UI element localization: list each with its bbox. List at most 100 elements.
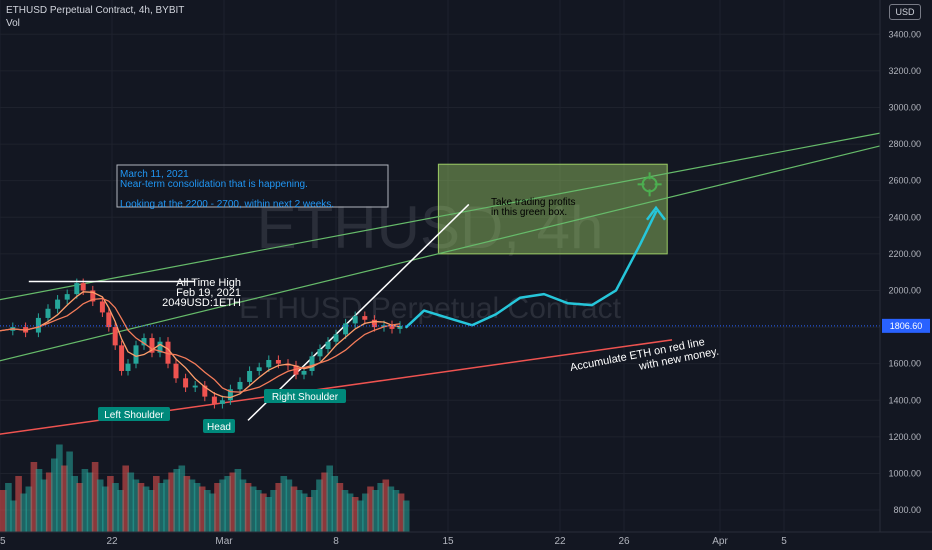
volume-bar bbox=[387, 486, 395, 532]
right-shoulder-label-bg bbox=[264, 389, 346, 403]
candle-body bbox=[106, 312, 112, 328]
volume-bar bbox=[91, 462, 99, 532]
volume-bar bbox=[96, 479, 104, 532]
price-tick-label: 800.00 bbox=[893, 505, 921, 515]
candle-body bbox=[389, 325, 395, 329]
volume-bar bbox=[295, 490, 303, 532]
candle-body bbox=[149, 338, 155, 353]
candle-body bbox=[112, 327, 118, 346]
right-shoulder-label: Right Shoulder bbox=[272, 392, 339, 403]
volume-bar bbox=[86, 472, 94, 532]
volume-bar bbox=[321, 472, 328, 532]
price-tick-label: 2000.00 bbox=[888, 285, 921, 295]
volume-bar bbox=[137, 483, 145, 532]
support-line bbox=[0, 339, 673, 435]
candle-body bbox=[371, 319, 377, 328]
volume-label: Vol bbox=[6, 18, 20, 29]
candle-body bbox=[173, 363, 179, 379]
candle-body bbox=[219, 400, 225, 404]
volume-bar bbox=[102, 486, 109, 532]
price-tick-label: 1600.00 bbox=[888, 359, 921, 369]
chart-title: ETHUSD Perpetual Contract, 4h, BYBIT bbox=[6, 5, 185, 16]
volume-bar bbox=[168, 472, 175, 532]
time-tick-label: 15 bbox=[442, 536, 454, 547]
candle-body bbox=[90, 290, 96, 302]
volume-bar bbox=[372, 490, 379, 532]
volume-bar bbox=[5, 483, 12, 532]
volume-bar bbox=[357, 500, 364, 532]
volume-bar bbox=[132, 479, 140, 532]
volume-bar bbox=[76, 483, 84, 532]
candle-body bbox=[55, 299, 61, 309]
volume-bar bbox=[311, 490, 318, 532]
volume-bar bbox=[178, 465, 186, 532]
current-price-badge bbox=[882, 318, 930, 333]
time-tick-label: 5 bbox=[781, 536, 787, 547]
volume-bar bbox=[127, 472, 135, 532]
volume-bar bbox=[270, 490, 277, 532]
analysis-note-line: March 11, 2021 bbox=[120, 169, 189, 180]
time-tick-label: 15 bbox=[0, 536, 6, 547]
volume-bar bbox=[183, 476, 191, 532]
volume-bar bbox=[346, 493, 354, 532]
target-label-line: Take trading profits bbox=[491, 197, 576, 208]
volume-bar bbox=[280, 476, 288, 532]
left-shoulder-label: Left Shoulder bbox=[104, 410, 164, 421]
candle-body bbox=[293, 365, 299, 375]
volume-bar bbox=[392, 490, 400, 532]
volume-bar bbox=[336, 483, 344, 532]
volume-bar bbox=[112, 483, 119, 532]
candle-body bbox=[275, 360, 281, 364]
candle-body bbox=[227, 389, 233, 401]
time-tick-label: 22 bbox=[106, 536, 118, 547]
volume-bar bbox=[117, 490, 124, 532]
candle-body bbox=[333, 334, 339, 342]
volume-bar bbox=[234, 469, 242, 532]
volume-bar bbox=[20, 493, 27, 532]
volume-bar bbox=[229, 472, 237, 532]
volume-bar bbox=[35, 469, 43, 532]
volume-bar bbox=[362, 493, 369, 532]
candle-body bbox=[157, 341, 163, 353]
volume-bar bbox=[0, 490, 7, 532]
volume-bar bbox=[40, 479, 48, 532]
volume-bar bbox=[249, 486, 257, 532]
time-axis-bg bbox=[0, 532, 932, 550]
volume-bar bbox=[285, 479, 293, 532]
volume-bar bbox=[402, 500, 410, 532]
candle-body bbox=[125, 363, 131, 371]
volume-bar bbox=[209, 493, 216, 532]
volume-bar bbox=[51, 458, 58, 532]
volume-bar bbox=[193, 483, 201, 532]
volume-bar bbox=[107, 476, 114, 532]
ath-label-line: All Time High bbox=[176, 277, 241, 289]
candle-body bbox=[192, 385, 198, 388]
candle-body bbox=[119, 345, 125, 371]
volume-bar bbox=[306, 497, 313, 532]
candle-body bbox=[99, 301, 105, 313]
volume-bar bbox=[66, 451, 73, 532]
volume-bar bbox=[244, 483, 252, 532]
currency-badge[interactable]: USD bbox=[889, 4, 921, 20]
ma-fast-line bbox=[0, 291, 401, 399]
volume-bar bbox=[260, 493, 267, 532]
volume-bar bbox=[45, 472, 53, 532]
candle-body bbox=[45, 308, 51, 318]
candle-body bbox=[397, 325, 403, 329]
current-price-label: 1806.60 bbox=[890, 321, 923, 331]
price-tick-label: 2600.00 bbox=[888, 176, 921, 186]
price-tick-label: 3000.00 bbox=[888, 102, 921, 112]
volume-bar bbox=[351, 497, 359, 532]
candle-body bbox=[325, 341, 331, 350]
volume-bar bbox=[219, 479, 226, 532]
price-tick-label: 1000.00 bbox=[888, 468, 921, 478]
volume-bar bbox=[397, 493, 405, 532]
candle-body bbox=[35, 317, 41, 333]
volume-bar bbox=[204, 490, 211, 532]
volume-bar bbox=[331, 476, 339, 532]
volume-bar bbox=[147, 490, 155, 532]
time-tick-label: Apr bbox=[712, 536, 728, 547]
volume-bar bbox=[56, 444, 63, 532]
